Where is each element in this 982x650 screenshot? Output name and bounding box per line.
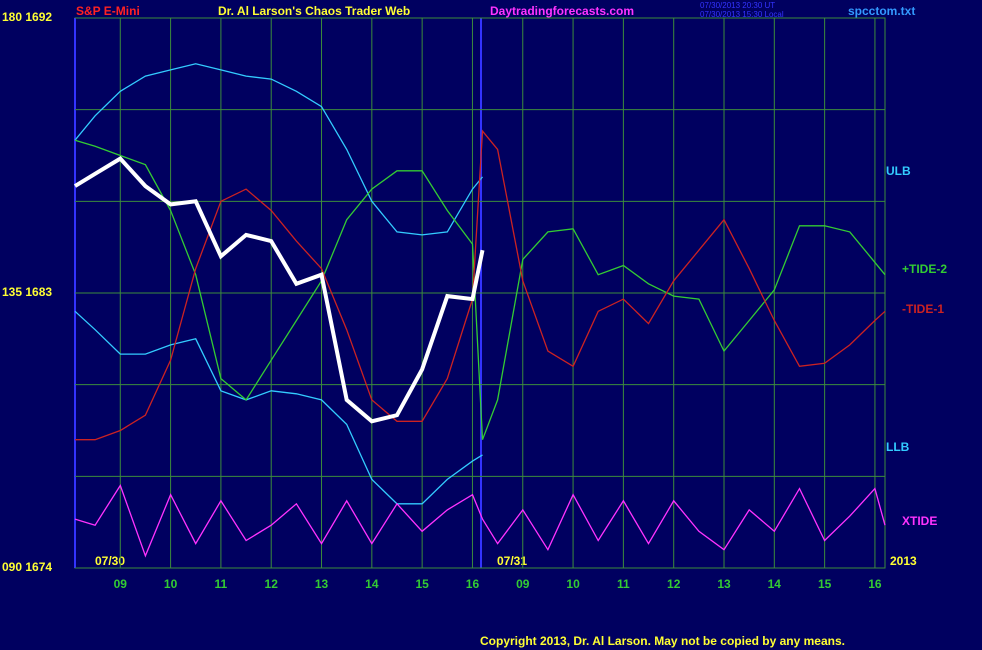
x-tick-label: 13	[717, 577, 731, 591]
date-label: 07/30	[95, 554, 125, 568]
series-label: LLB	[886, 440, 910, 454]
y-tick-label: 135 1683	[2, 285, 52, 299]
x-tick-label: 16	[868, 577, 882, 591]
x-tick-label: 10	[566, 577, 580, 591]
series-line	[74, 484, 886, 558]
x-tick-label: 16	[466, 577, 480, 591]
x-tick-label: 15	[415, 577, 429, 591]
timestamp: 07/30/2013 20:30 UT	[700, 1, 775, 10]
date-label: 2013	[890, 554, 917, 568]
series-label: -TIDE-1	[902, 302, 944, 316]
x-tick-label: 12	[667, 577, 681, 591]
x-tick-label: 14	[768, 577, 782, 591]
y-tick-label: 180 1692	[2, 10, 52, 24]
x-tick-label: 15	[818, 577, 832, 591]
timestamp: 07/30/2013 15:30 Local	[700, 10, 784, 19]
series-label: XTIDE	[902, 514, 937, 528]
website: Daytradingforecasts.com	[490, 4, 634, 18]
copyright: Copyright 2013, Dr. Al Larson. May not b…	[480, 634, 845, 648]
file-name: spcctom.txt	[848, 4, 915, 18]
x-tick-label: 09	[516, 577, 530, 591]
series-line	[74, 139, 886, 440]
x-tick-label: 11	[617, 577, 630, 591]
chart-title: Dr. Al Larson's Chaos Trader Web	[218, 4, 410, 18]
series-label: ULB	[886, 164, 911, 178]
series-label: +TIDE-2	[902, 262, 947, 276]
x-tick-label: 10	[164, 577, 178, 591]
x-tick-label: 13	[315, 577, 329, 591]
series-line	[75, 129, 886, 441]
x-tick-label: 14	[365, 577, 379, 591]
date-label: 07/31	[497, 554, 527, 568]
symbol: S&P E-Mini	[76, 4, 140, 18]
x-tick-label: 12	[265, 577, 279, 591]
x-tick-label: 11	[215, 577, 228, 591]
y-tick-label: 090 1674	[2, 560, 52, 574]
series-line	[74, 63, 484, 236]
series-line	[73, 156, 485, 424]
x-tick-label: 09	[114, 577, 128, 591]
series-line	[74, 310, 483, 505]
